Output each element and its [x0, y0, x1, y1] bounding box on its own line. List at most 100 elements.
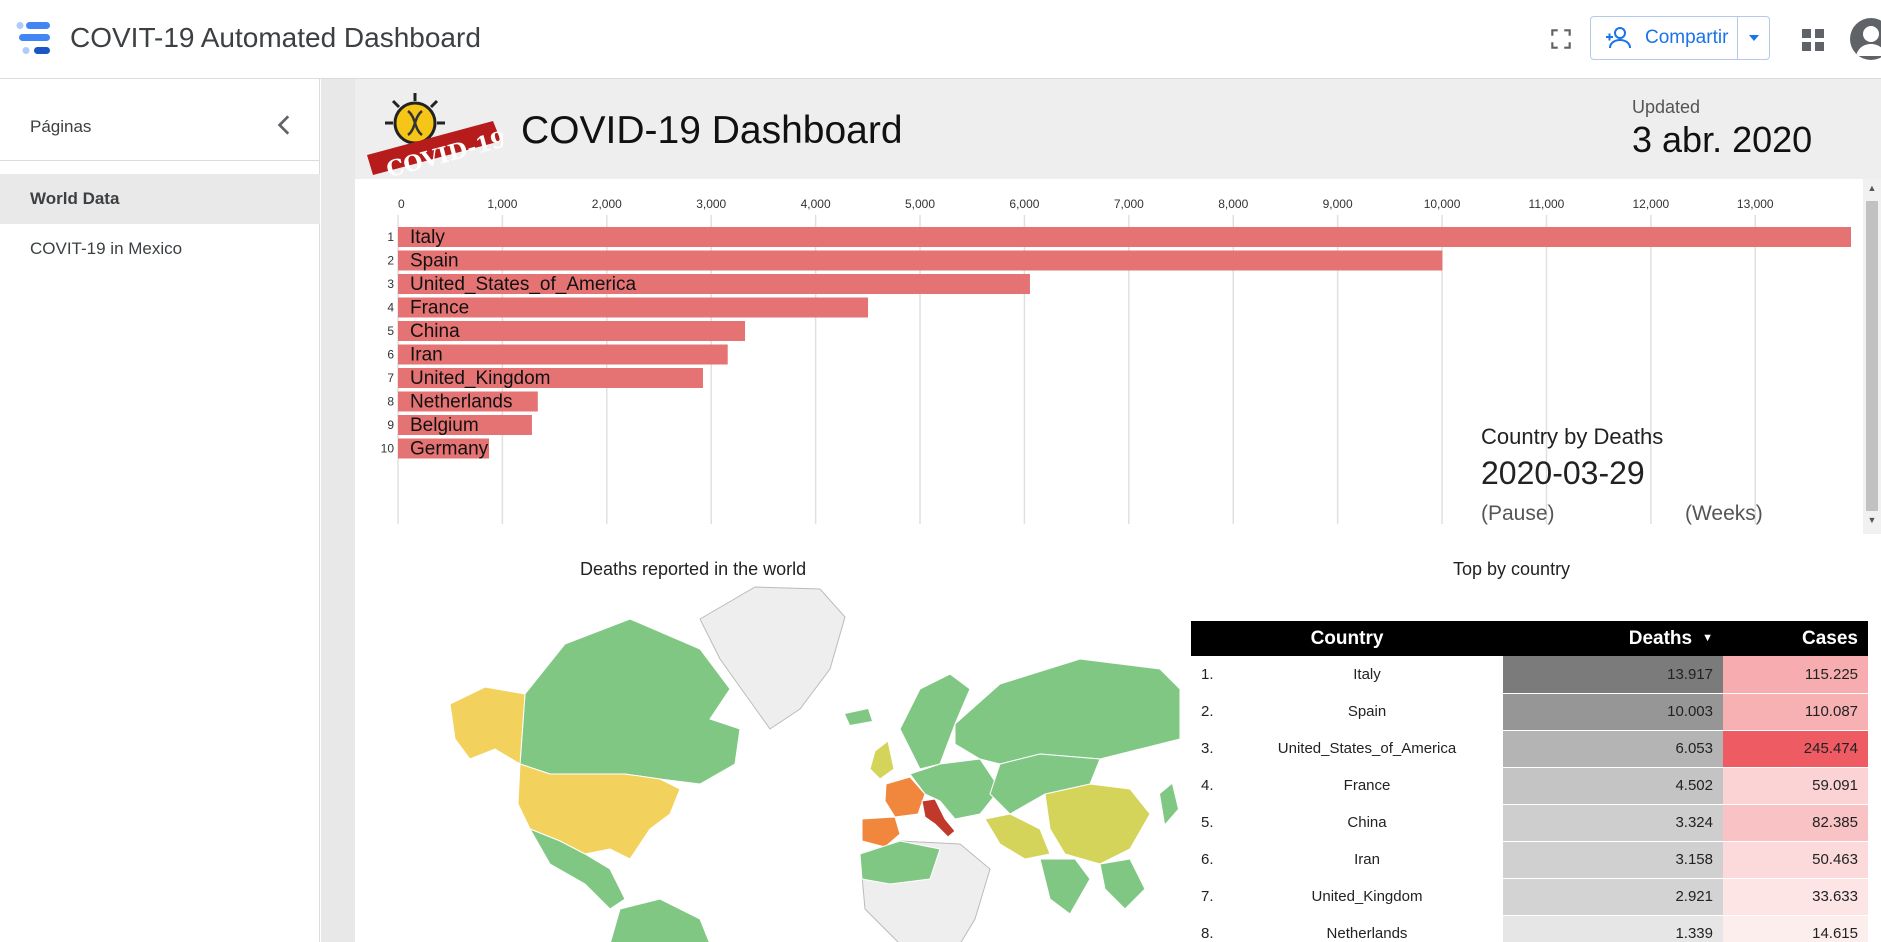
fullscreen-icon[interactable] [1548, 26, 1574, 52]
pause-button[interactable]: (Pause) [1481, 502, 1555, 525]
table-row[interactable]: 8. Netherlands 1.339 14.615 [1191, 915, 1868, 942]
x-tick-label: 8,000 [1218, 197, 1248, 211]
row-cases: 82.385 [1723, 804, 1868, 842]
map-region-greenland [699, 586, 846, 730]
scroll-down-arrow-icon[interactable]: ▼ [1867, 515, 1877, 525]
x-tick-label: 9,000 [1323, 197, 1353, 211]
row-rank: 3. [1191, 730, 1231, 768]
column-header-cases[interactable]: Cases [1723, 621, 1868, 656]
bar-label: United_Kingdom [410, 368, 550, 389]
bar-france[interactable] [398, 297, 869, 318]
map-region-canada [519, 618, 741, 785]
table-row[interactable]: 3. United_States_of_America 6.053 245.474 [1191, 730, 1868, 768]
row-country: United_Kingdom [1231, 878, 1503, 916]
updated-date: 3 abr. 2020 [1632, 119, 1813, 160]
row-cases: 245.474 [1723, 730, 1868, 768]
row-deaths: 6.053 [1503, 730, 1723, 768]
apps-grid-icon[interactable] [1801, 28, 1825, 52]
share-label: Compartir [1645, 27, 1729, 48]
map-region-mexico [528, 828, 626, 910]
table-row[interactable]: 5. China 3.324 82.385 [1191, 804, 1868, 842]
column-header-country[interactable]: Country [1191, 621, 1503, 656]
column-header-deaths[interactable]: Deaths ▼ [1503, 621, 1723, 656]
bar-belgium[interactable] [398, 415, 532, 435]
row-deaths: 3.158 [1503, 841, 1723, 879]
map-region-france [884, 776, 926, 818]
x-tick-label: 12,000 [1633, 197, 1670, 211]
page-item-covit-mexico[interactable]: COVIT-19 in Mexico [0, 224, 320, 274]
map-region-europe-east [909, 758, 1001, 820]
world-map[interactable] [400, 579, 1180, 942]
x-tick-label: 6,000 [1009, 197, 1039, 211]
table-row[interactable]: 6. Iran 3.158 50.463 [1191, 841, 1868, 879]
row-deaths: 13.917 [1503, 656, 1723, 694]
table-row[interactable]: 7. United_Kingdom 2.921 33.633 [1191, 878, 1868, 916]
data-studio-logo-icon[interactable] [16, 20, 54, 56]
bar-united-kingdom[interactable] [398, 368, 703, 388]
map-region-spain [861, 816, 901, 848]
bar-label: Spain [410, 251, 459, 272]
table-row[interactable]: 2. Spain 10.003 110.087 [1191, 693, 1868, 731]
row-country: Iran [1231, 841, 1503, 879]
row-deaths: 10.003 [1503, 693, 1723, 731]
rank-label: 10 [381, 442, 395, 456]
rank-label: 9 [387, 418, 394, 432]
pages-panel: Páginas World Data COVIT-19 in Mexico [0, 79, 320, 942]
report-page: COVID-19 COVID-19 Dashboard Updated 3 ab… [355, 79, 1881, 942]
chevron-left-icon[interactable] [272, 112, 298, 138]
row-deaths: 3.324 [1503, 804, 1723, 842]
chart-scrollbar-thumb[interactable] [1866, 201, 1878, 511]
table-row[interactable]: 1. Italy 13.917 115.225 [1191, 656, 1868, 694]
x-tick-label: 13,000 [1737, 197, 1774, 211]
map-region-india [1039, 858, 1091, 915]
map-region-russia [954, 658, 1180, 765]
rank-label: 8 [387, 395, 394, 409]
share-button[interactable]: Compartir [1590, 16, 1770, 60]
row-country: Netherlands [1231, 915, 1503, 942]
share-dropdown-button[interactable] [1737, 17, 1769, 59]
bar-label: Iran [410, 345, 443, 366]
table-row[interactable]: 4. France 4.502 59.091 [1191, 767, 1868, 805]
map-region-iran [984, 813, 1051, 860]
row-rank: 6. [1191, 841, 1231, 879]
row-rank: 4. [1191, 767, 1231, 805]
row-rank: 5. [1191, 804, 1231, 842]
bar-iran[interactable] [398, 344, 728, 365]
bar-label: China [410, 321, 460, 342]
page-item-world-data[interactable]: World Data [0, 174, 320, 224]
row-cases: 59.091 [1723, 767, 1868, 805]
top-country-table: Country Deaths ▼ Cases 1. Italy 13.917 115.2… [1191, 621, 1868, 942]
bar-spain[interactable] [398, 250, 1443, 271]
bar-china[interactable] [398, 321, 746, 341]
row-cases: 110.087 [1723, 693, 1868, 731]
x-tick-label: 2,000 [592, 197, 622, 211]
share-main-button[interactable]: Compartir [1591, 17, 1737, 59]
bar-label: Netherlands [410, 392, 512, 413]
map-title: Deaths reported in the world [580, 559, 807, 579]
row-deaths: 1.339 [1503, 915, 1723, 942]
weeks-button[interactable]: (Weeks) [1685, 502, 1763, 525]
race-caption: Country by Deaths [1481, 424, 1664, 449]
row-rank: 8. [1191, 915, 1231, 942]
map-region-alaska [449, 686, 526, 765]
bar-united-states-of-america[interactable] [398, 274, 1030, 294]
table-title: Top by country [1453, 559, 1571, 579]
rank-label: 1 [387, 230, 394, 244]
account-avatar-icon[interactable] [1850, 18, 1881, 60]
dropdown-arrow-icon [1748, 35, 1759, 41]
scroll-up-arrow-icon[interactable]: ▲ [1867, 183, 1877, 193]
row-country: Italy [1231, 656, 1503, 694]
bar-label: Italy [410, 227, 445, 248]
rank-label: 6 [387, 348, 394, 362]
updated-label: Updated [1632, 97, 1701, 117]
x-tick-label: 5,000 [905, 197, 935, 211]
bar-italy[interactable] [398, 227, 1851, 247]
row-rank: 7. [1191, 878, 1231, 916]
x-tick-label: 0 [398, 197, 405, 211]
bar-netherlands[interactable] [398, 391, 538, 412]
bar-germany[interactable] [398, 438, 490, 459]
row-cases: 50.463 [1723, 841, 1868, 879]
row-cases: 33.633 [1723, 878, 1868, 916]
app-title: COVIT-19 Automated Dashboard [70, 22, 481, 53]
table-header-row: Country Deaths ▼ Cases [1191, 621, 1868, 656]
